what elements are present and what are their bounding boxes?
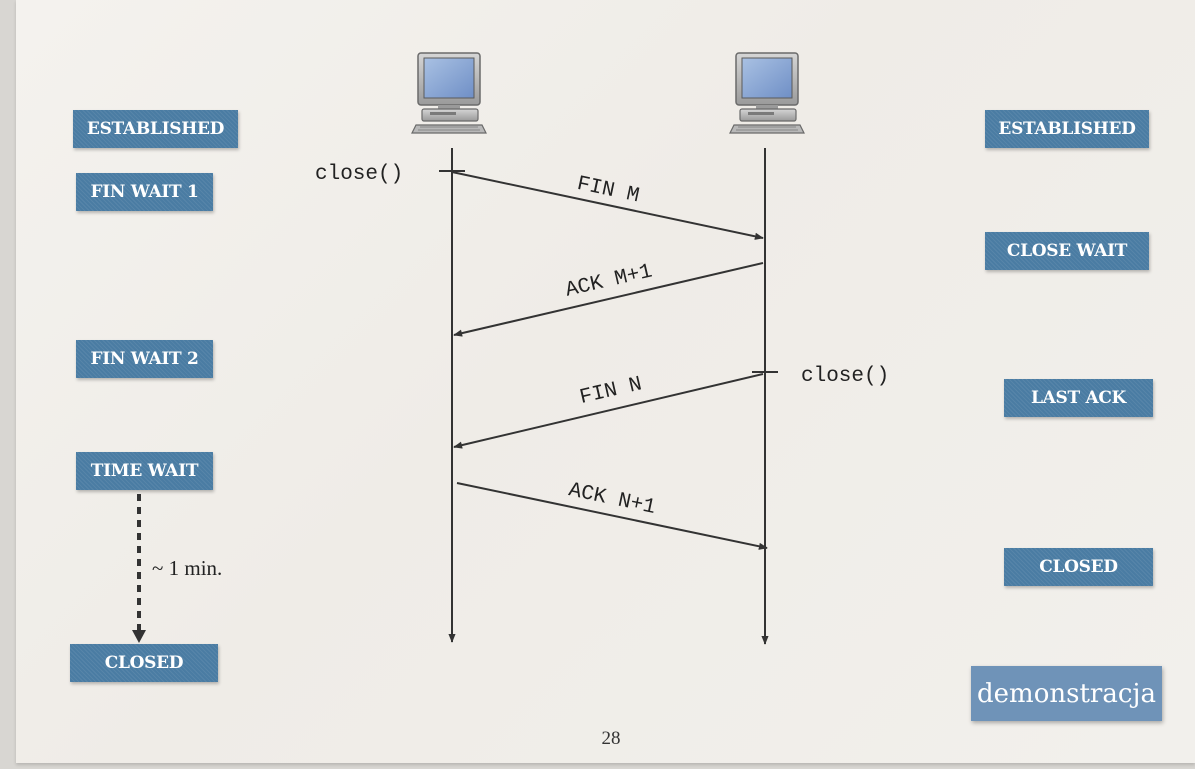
slide: close() close() FIN M ACK M+1 FIN N ACK … [16,0,1195,763]
fin-m-label: FIN M [575,173,641,209]
right-computer-icon [729,52,805,134]
ack-m1-arrow [453,262,764,337]
right-state-last-ack: LAST ACK [1004,379,1153,417]
right-close-call: close() [801,365,889,388]
left-computer-icon [411,52,487,134]
timeout-arrowhead [132,630,146,643]
timeout-label: ~ 1 min. [152,556,222,580]
fin-n-arrow [453,373,764,449]
ack-n1-label: ACK N+1 [566,479,657,520]
fin-m-arrow [451,171,764,240]
right-state-established: ESTABLISHED [985,110,1149,148]
ack-n1-arrow [456,482,768,550]
ack-m1-label: ACK M+1 [563,260,654,302]
left-close-call: close() [315,163,403,186]
left-state-fin-wait-2: FIN WAIT 2 [76,340,213,378]
left-state-established: ESTABLISHED [73,110,238,148]
right-state-close-wait: CLOSE WAIT [985,232,1149,270]
demo-button[interactable]: demonstracja [971,666,1162,721]
left-state-closed: CLOSED [70,644,218,682]
page-number: 28 [601,728,621,749]
left-state-fin-wait-1: FIN WAIT 1 [76,173,213,211]
left-state-time-wait: TIME WAIT [76,452,213,490]
tcp-close-sequence-diagram: close() close() FIN M ACK M+1 FIN N ACK … [132,52,889,645]
right-state-closed: CLOSED [1004,548,1153,586]
